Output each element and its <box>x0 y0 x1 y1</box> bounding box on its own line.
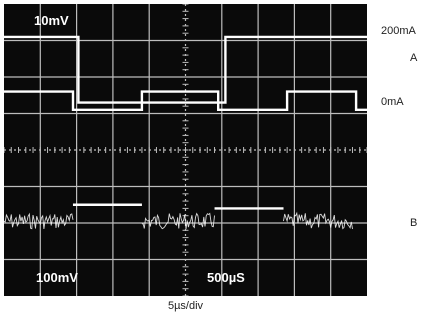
oscilloscope-screen: 10mV 100mV 500µS <box>4 4 367 296</box>
readout-bottom-center: 500µS <box>207 270 245 285</box>
current-trace-noise-segment <box>141 212 215 230</box>
readout-top-left: 10mV <box>34 13 69 28</box>
current-trace-noise-segment <box>283 211 353 230</box>
screen-readouts: 10mV 100mV 500µS <box>34 13 245 285</box>
label-200ma: 200mA <box>381 25 416 37</box>
readout-bottom-left: 100mV <box>36 270 78 285</box>
current-trace-noise-segment <box>4 212 74 230</box>
trace-b-line <box>4 90 367 111</box>
timebase-label: 5µs/div <box>167 300 204 312</box>
trace-a-line <box>4 35 367 104</box>
label-trace-a: A <box>410 52 418 64</box>
traces <box>4 35 367 230</box>
label-0ma: 0mA <box>381 96 404 108</box>
label-trace-b: B <box>410 217 418 229</box>
